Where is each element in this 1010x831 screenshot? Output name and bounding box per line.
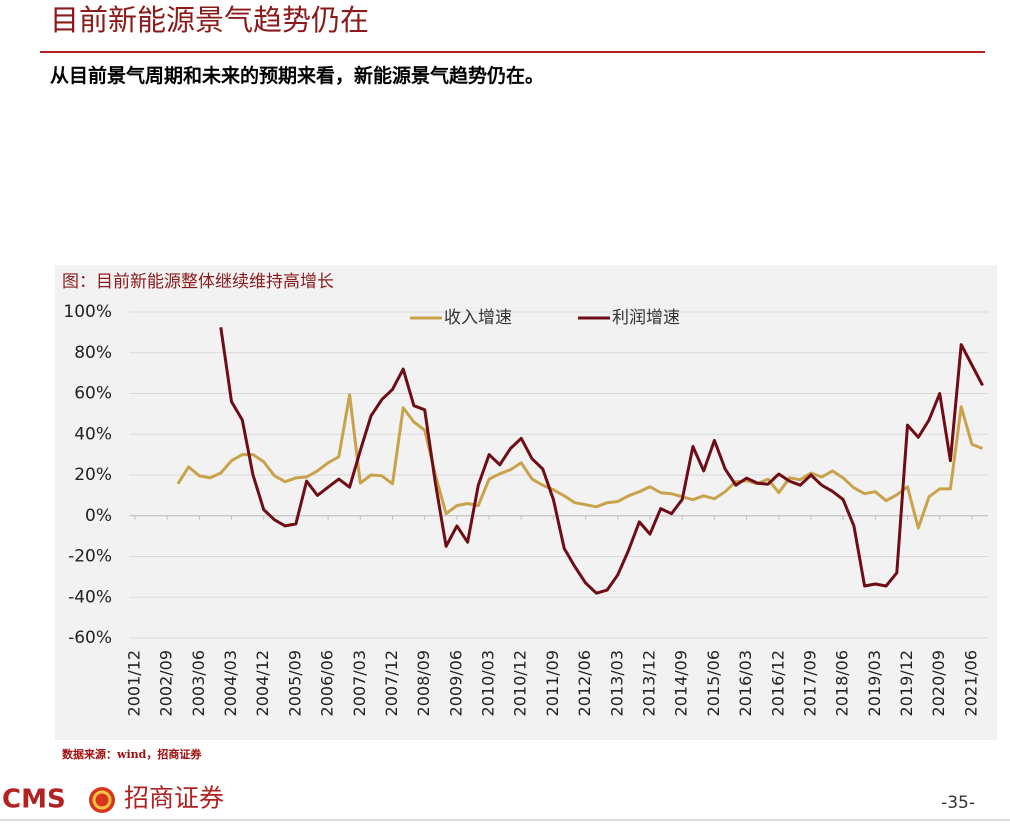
x-tick-label: 2016/12 <box>768 650 787 716</box>
brand-icon-ring <box>92 790 112 810</box>
x-tick-label: 2021/06 <box>961 650 980 716</box>
x-tick-label: 2019/12 <box>897 650 916 716</box>
y-tick-label: 100% <box>63 302 112 322</box>
y-tick-label: -60% <box>68 628 112 648</box>
page-number: -35- <box>941 793 975 813</box>
x-tick-label: 2020/09 <box>929 650 948 716</box>
chart-title: 图：目前新能源整体继续维持高增长 <box>62 272 334 292</box>
y-tick-label: 40% <box>74 424 112 444</box>
y-tick-label: 60% <box>74 384 112 404</box>
x-tick-label: 2004/12 <box>253 650 272 716</box>
series-line <box>176 393 984 530</box>
slide-subtitle: 从目前景气周期和未来的预期来看，新能源景气趋势仍在。 <box>50 64 544 87</box>
x-tick-label: 2010/03 <box>479 650 498 716</box>
brand-cn: 招商证券 <box>124 784 224 813</box>
slide-title: 目前新能源景气趋势仍在 <box>50 3 369 37</box>
x-tick-label: 2008/09 <box>414 650 433 716</box>
x-tick-label: 2013/03 <box>607 650 626 716</box>
x-tick-label: 2002/09 <box>157 650 176 716</box>
legend-label: 收入增速 <box>444 308 512 328</box>
x-tick-label: 2004/03 <box>221 650 240 716</box>
x-tick-label: 2005/09 <box>285 650 304 716</box>
x-tick-label: 2018/06 <box>833 650 852 716</box>
series-line <box>219 327 984 595</box>
chart-panel <box>55 265 997 740</box>
x-tick-label: 2007/12 <box>382 650 401 716</box>
x-tick-label: 2019/03 <box>865 650 884 716</box>
y-tick-label: -20% <box>68 547 112 567</box>
y-tick-label: 20% <box>74 465 112 485</box>
x-tick-label: 2006/06 <box>318 650 337 716</box>
plot: -60% -40% -20% 0% 20% 40% 60% 80% 100% 2001/12 200… <box>63 302 988 716</box>
source-note: 数据来源：wind，招商证券 <box>62 747 202 761</box>
x-tick-label: 2013/12 <box>640 650 659 716</box>
x-tick-label: 2016/03 <box>736 650 755 716</box>
x-tick-label: 2011/09 <box>543 650 562 716</box>
x-tick-label: 2003/06 <box>189 650 208 716</box>
x-tick-label: 2010/12 <box>511 650 530 716</box>
brand: CMS <box>2 785 66 815</box>
x-tick-label: 2001/12 <box>124 650 143 716</box>
y-tick-label: -40% <box>68 587 112 607</box>
x-tick-label: 2017/09 <box>800 650 819 716</box>
x-tick-label: 2015/06 <box>704 650 723 716</box>
legend-label: 利润增速 <box>612 308 680 328</box>
y-tick-label: 80% <box>74 343 112 363</box>
x-tick-label: 2014/09 <box>672 650 691 716</box>
x-tick-label: 2007/03 <box>350 650 369 716</box>
x-tick-label: 2009/06 <box>446 650 465 716</box>
y-tick-label: 0% <box>85 506 112 526</box>
x-tick-label: 2012/06 <box>575 650 594 716</box>
